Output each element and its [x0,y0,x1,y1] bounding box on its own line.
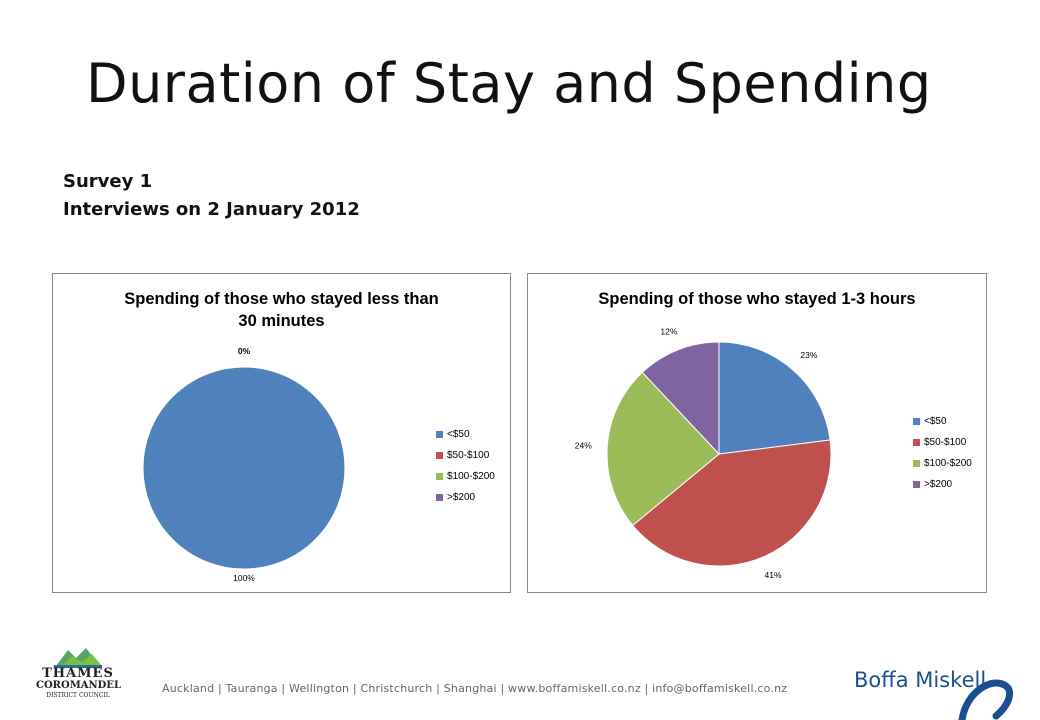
legend-item-3: $100-$200 [436,466,495,487]
data-label-2: 0% [238,346,251,356]
chart-title-line1: Spending of those who stayed 1-3 hours [598,290,916,308]
council-logo-graphic [54,648,102,668]
brand-swirl-icon [958,679,1014,720]
legend-swatch [913,418,920,425]
council-logo-water [54,665,102,668]
legend-label: <$50 [924,416,947,427]
survey-subtitle: Survey 1 Interviews on 2 January 2012 [63,168,360,224]
legend-item-4: >$200 [913,474,972,495]
legend-label: $50-$100 [447,450,490,461]
pie-slice-3 [606,371,720,527]
chart-title: Spending of those who stayed less than 3… [53,288,510,332]
council-logo-hills-front [62,654,102,666]
data-label-2: 41% [765,570,782,580]
legend-label: <$50 [447,429,470,440]
footer-contact-info: Auckland | Tauranga | Wellington | Chris… [162,682,788,695]
legend-swatch [913,460,920,467]
legend-label: >$200 [447,492,476,503]
survey-label: Survey 1 [63,171,153,192]
legend-swatch [913,481,920,488]
council-logo-coromandel: COROMANDEL [36,680,121,691]
legend-swatch [436,452,443,459]
legend-item-1: <$50 [913,411,972,432]
legend-item-4: >$200 [436,487,495,508]
legend-label: $100-$200 [924,458,972,469]
legend-swatch [436,431,443,438]
council-logo-thames: THAMES [42,666,114,681]
chart-legend: <$50 $50-$100 $100-$200 >$200 [436,424,495,508]
data-label-4: 12% [660,326,677,336]
legend-label: >$200 [924,479,953,490]
legend-item-2: $50-$100 [913,432,972,453]
chart-title: Spending of those who stayed 1-3 hours [528,288,986,310]
pie-slice-4 [641,341,720,456]
slide-title: Duration of Stay and Spending [86,52,932,115]
brand-logo-text: Boffa Miskell [854,668,987,692]
pie-chart-1-3-hours: Spending of those who stayed 1-3 hours 2… [527,273,987,593]
chart-title-line1: Spending of those who stayed less than [124,290,439,308]
pie-plot: 23% 41% 24% 12% [575,326,832,580]
chart-legend: <$50 $50-$100 $100-$200 >$200 [913,411,972,495]
data-label-1: 100% [233,573,255,583]
pie-plot: 100% 0% [142,346,346,583]
legend-swatch [913,439,920,446]
pie-slice-2 [631,439,832,567]
legend-item-3: $100-$200 [913,453,972,474]
council-logo-district: DISTRICT COUNCIL [46,692,110,699]
legend-label: $50-$100 [924,437,967,448]
pie-slice-1 [142,366,346,570]
legend-label: $100-$200 [447,471,495,482]
pie-slice-1 [718,341,831,455]
interview-date: Interviews on 2 January 2012 [63,199,360,220]
pie-chart-under-30-min: Spending of those who stayed less than 3… [52,273,511,593]
data-label-1: 23% [800,350,817,360]
legend-item-1: <$50 [436,424,495,445]
legend-swatch [436,473,443,480]
chart-title-line2: 30 minutes [238,312,325,330]
legend-swatch [436,494,443,501]
legend-item-2: $50-$100 [436,445,495,466]
data-label-3: 24% [575,441,592,451]
council-logo: THAMES COROMANDEL DISTRICT COUNCIL [36,644,121,700]
